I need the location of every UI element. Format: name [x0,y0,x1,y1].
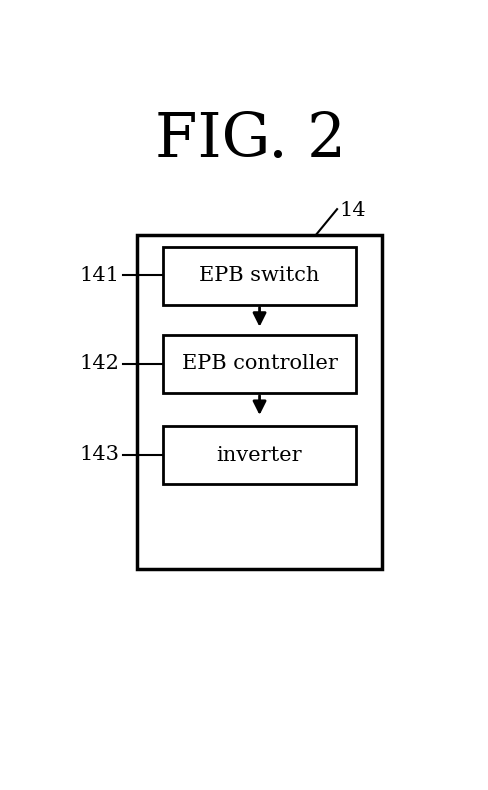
Text: 141: 141 [80,266,120,285]
Text: FIG. 2: FIG. 2 [155,111,346,171]
Text: EPB switch: EPB switch [200,266,320,285]
Bar [163,335,356,393]
Text: 143: 143 [80,446,120,465]
Bar [163,246,356,305]
Text: inverter: inverter [217,446,303,465]
Text: 142: 142 [80,354,120,373]
Text: 14: 14 [339,201,366,220]
Bar [137,235,383,570]
Text: EPB controller: EPB controller [182,355,338,374]
Bar [163,427,356,484]
